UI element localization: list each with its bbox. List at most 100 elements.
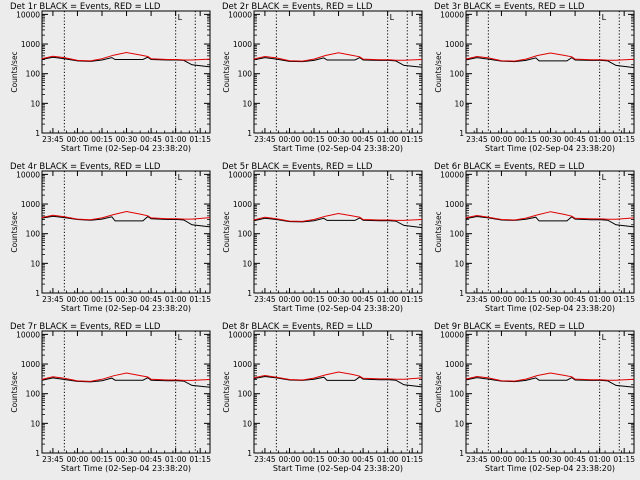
x-tick-label: 00:45 xyxy=(352,135,374,144)
y-tick-label: 1 xyxy=(35,129,40,138)
x-tick-label: 01:00 xyxy=(589,295,611,304)
plot-frame xyxy=(253,10,423,134)
x-tick-label: 01:15 xyxy=(613,135,635,144)
y-axis-label: Counts/sec xyxy=(434,211,443,252)
lld-series-line xyxy=(465,211,635,221)
y-tick-label: 10000 xyxy=(16,330,40,339)
y-tick-label: 100 xyxy=(26,230,41,239)
x-tick-label: 00:45 xyxy=(140,455,162,464)
panel-title: Det 1r BLACK = Events, RED = LLD xyxy=(10,2,161,12)
y-tick-label: 1 xyxy=(459,449,464,458)
y-tick-label: 10000 xyxy=(16,10,40,19)
panel-title: Det 5r BLACK = Events, RED = LLD xyxy=(222,162,373,172)
y-tick-label: 1 xyxy=(247,129,252,138)
y-tick-label: 100 xyxy=(26,390,41,399)
x-axis-label: Start Time (02-Sep-04 23:38:20) xyxy=(485,304,615,313)
x-tick-label: 00:00 xyxy=(491,295,513,304)
x-tick-label: 01:00 xyxy=(165,455,187,464)
y-tick-label: 1 xyxy=(247,289,252,298)
x-tick-label: 23:45 xyxy=(42,455,64,464)
panel-title: Det 7r BLACK = Events, RED = LLD xyxy=(10,322,161,332)
x-tick-label: 23:45 xyxy=(42,135,64,144)
x-axis-label: Start Time (02-Sep-04 23:38:20) xyxy=(61,144,191,153)
y-tick-label: 100 xyxy=(238,390,253,399)
x-tick-label: 01:15 xyxy=(613,455,635,464)
events-series-line xyxy=(465,56,635,69)
x-tick-label: 00:00 xyxy=(279,295,301,304)
y-tick-label: 10 xyxy=(242,259,252,268)
marker-label: L xyxy=(390,333,395,342)
x-tick-label: 01:00 xyxy=(165,135,187,144)
y-tick-label: 10000 xyxy=(440,10,464,19)
marker-label: L xyxy=(178,173,183,182)
plot-frame xyxy=(465,10,635,134)
marker-label: L xyxy=(390,13,395,22)
x-tick-label: 00:30 xyxy=(540,455,562,464)
x-tick-label: 01:00 xyxy=(377,295,399,304)
panel-title: Det 8r BLACK = Events, RED = LLD xyxy=(222,322,373,332)
x-tick-label: 00:45 xyxy=(140,135,162,144)
x-tick-label: 01:00 xyxy=(377,455,399,464)
x-tick-label: 00:00 xyxy=(491,135,513,144)
plot-frame xyxy=(253,330,423,454)
y-tick-label: 1000 xyxy=(445,200,464,209)
x-tick-label: 01:15 xyxy=(613,295,635,304)
x-tick-label: 00:00 xyxy=(67,455,89,464)
panel-title: Det 6r BLACK = Events, RED = LLD xyxy=(434,162,585,172)
y-tick-label: 1 xyxy=(459,289,464,298)
x-tick-label: 00:15 xyxy=(515,135,537,144)
lld-series-line xyxy=(41,51,211,62)
events-series-line xyxy=(41,215,211,228)
lld-series-line xyxy=(253,212,423,222)
y-tick-label: 10 xyxy=(30,99,40,108)
y-tick-label: 1000 xyxy=(21,360,40,369)
y-tick-label: 1000 xyxy=(233,360,252,369)
y-axis-label: Counts/sec xyxy=(10,371,19,412)
events-series-line xyxy=(253,217,423,229)
y-tick-label: 1000 xyxy=(445,360,464,369)
x-tick-label: 23:45 xyxy=(254,455,276,464)
x-tick-label: 00:15 xyxy=(303,455,325,464)
marker-label: L xyxy=(390,173,395,182)
plot-frame xyxy=(41,10,211,134)
y-tick-label: 100 xyxy=(238,70,253,79)
x-tick-label: 00:15 xyxy=(303,135,325,144)
x-tick-label: 00:30 xyxy=(540,135,562,144)
x-tick-label: 00:30 xyxy=(116,135,138,144)
x-tick-label: 01:15 xyxy=(189,455,211,464)
x-axis-label: Start Time (02-Sep-04 23:38:20) xyxy=(61,464,191,473)
marker-label: L xyxy=(178,13,183,22)
y-tick-label: 10000 xyxy=(228,170,252,179)
y-tick-label: 1000 xyxy=(21,200,40,209)
x-tick-label: 01:00 xyxy=(165,295,187,304)
y-tick-label: 10 xyxy=(242,419,252,428)
y-axis-label: Counts/sec xyxy=(10,51,19,92)
y-tick-label: 1 xyxy=(35,449,40,458)
y-tick-label: 100 xyxy=(26,70,41,79)
lld-series-line xyxy=(253,371,423,381)
lld-series-line xyxy=(41,372,211,382)
plot-frame xyxy=(465,330,635,454)
plot-frame xyxy=(253,170,423,294)
x-axis-label: Start Time (02-Sep-04 23:38:20) xyxy=(273,304,403,313)
y-axis-label: Counts/sec xyxy=(434,371,443,412)
y-tick-label: 10 xyxy=(30,419,40,428)
plot-frame xyxy=(41,170,211,294)
x-tick-label: 00:00 xyxy=(491,455,513,464)
x-tick-label: 00:30 xyxy=(116,295,138,304)
x-tick-label: 00:45 xyxy=(352,455,374,464)
panel-title: Det 4r BLACK = Events, RED = LLD xyxy=(10,162,161,172)
x-tick-label: 01:00 xyxy=(589,455,611,464)
marker-label: L xyxy=(602,333,607,342)
panel-title: Det 3r BLACK = Events, RED = LLD xyxy=(434,2,585,12)
x-tick-label: 00:00 xyxy=(67,295,89,304)
y-tick-label: 10 xyxy=(242,99,252,108)
lld-series-line xyxy=(465,52,635,62)
events-series-line xyxy=(41,56,211,68)
events-series-line xyxy=(253,375,423,388)
x-axis-label: Start Time (02-Sep-04 23:38:20) xyxy=(485,464,615,473)
x-tick-label: 00:15 xyxy=(91,135,113,144)
marker-label: L xyxy=(602,13,607,22)
events-series-line xyxy=(253,57,423,68)
